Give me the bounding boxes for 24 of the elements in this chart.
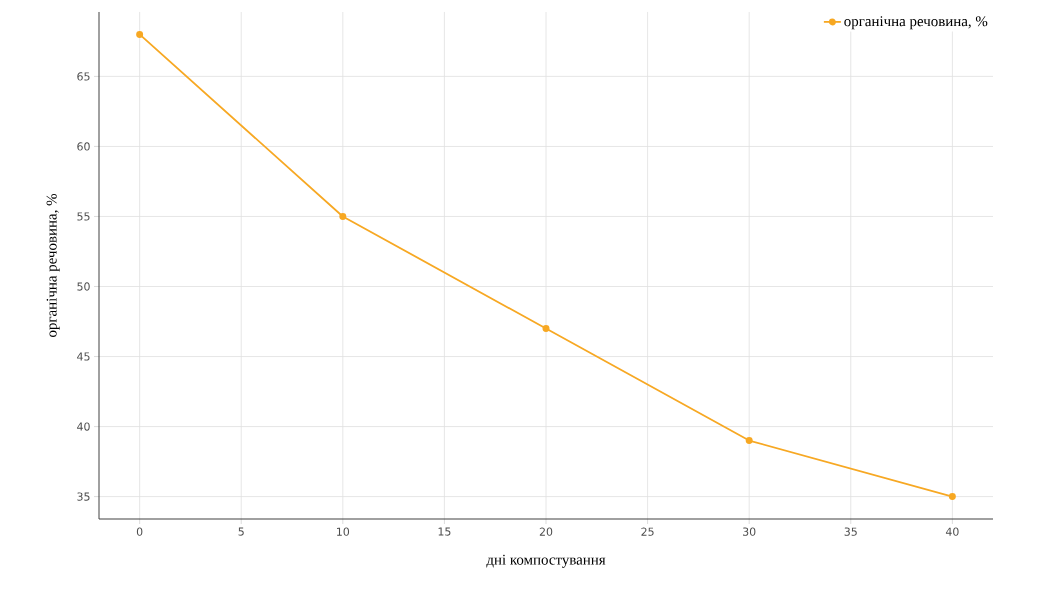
point — [745, 437, 753, 445]
x-tick-label: 40 — [945, 527, 959, 536]
y-tick-label: 35 — [77, 492, 90, 501]
x-tick-label: 15 — [438, 527, 451, 536]
point — [542, 325, 550, 333]
y-tick-label: 60 — [77, 142, 90, 151]
point — [136, 30, 144, 38]
y-tick-label: 45 — [77, 352, 90, 361]
y-axis-title: органічна речовина, % — [46, 193, 60, 337]
x-axis-title: дні компостування — [486, 554, 606, 568]
x-tick-label: 25 — [641, 527, 654, 536]
y-tick-label: 55 — [77, 212, 90, 221]
x-tick-label: 35 — [844, 527, 857, 536]
y-tick-label: 40 — [77, 422, 90, 431]
x-tick-label: 10 — [337, 527, 350, 536]
x-tick-label: 20 — [539, 527, 553, 536]
legend-label: органічна речовина, % — [844, 16, 988, 30]
y-tick-label: 50 — [77, 282, 90, 291]
x-tick-label: 0 — [136, 527, 143, 536]
point — [948, 493, 956, 501]
y-tick-label: 65 — [77, 72, 90, 81]
point — [339, 212, 347, 220]
x-tick-label: 5 — [238, 527, 244, 536]
x-tick-label: 30 — [743, 527, 756, 536]
